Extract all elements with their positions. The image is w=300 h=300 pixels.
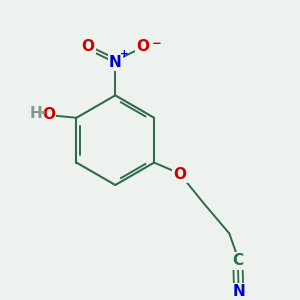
- Text: −: −: [152, 38, 162, 50]
- Text: O: O: [42, 107, 55, 122]
- Text: ·: ·: [39, 105, 46, 123]
- Text: +: +: [120, 49, 128, 59]
- Text: N: N: [109, 55, 122, 70]
- Text: O: O: [81, 39, 94, 54]
- Text: O: O: [136, 39, 149, 54]
- Text: O: O: [174, 167, 187, 182]
- Text: C: C: [232, 254, 244, 268]
- Text: N: N: [232, 284, 245, 299]
- Text: H: H: [30, 106, 42, 121]
